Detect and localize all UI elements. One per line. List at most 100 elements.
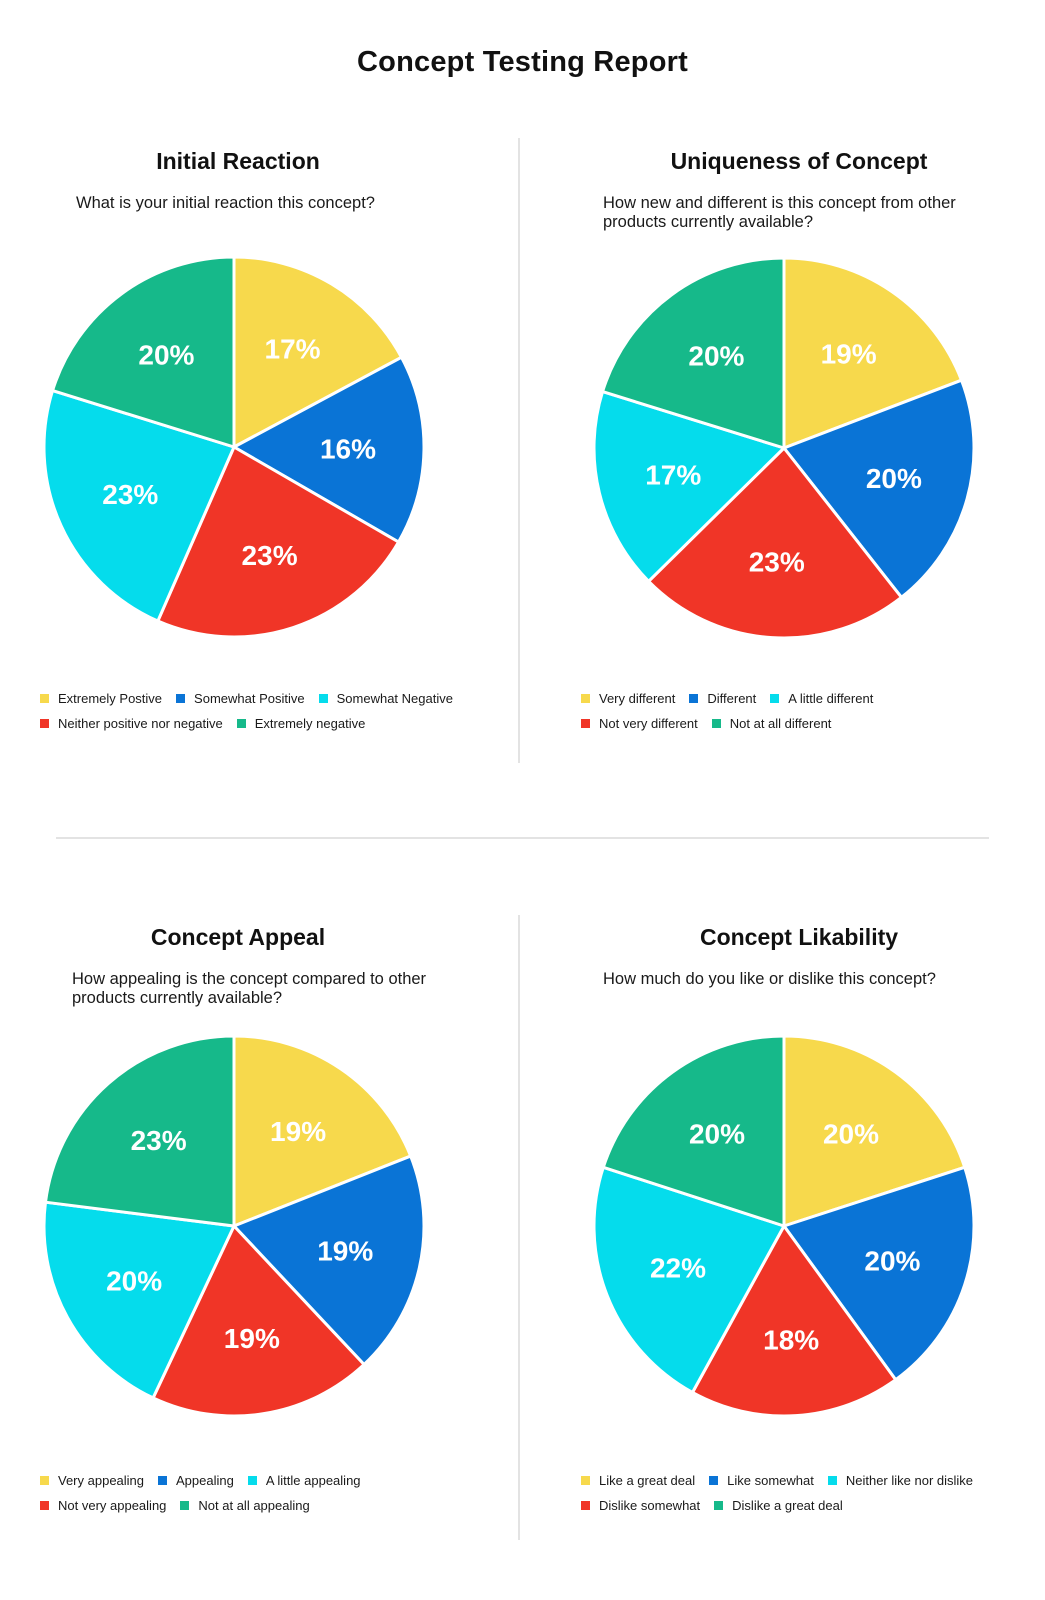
legend-item: Neither positive nor negative [40, 716, 223, 731]
legend-swatch [158, 1476, 168, 1485]
pie-slice [592, 390, 786, 583]
legend-label: Like a great deal [599, 1473, 696, 1488]
pie-slice-label: 20% [689, 1118, 745, 1149]
pie-slice-label: 20% [823, 1118, 879, 1149]
legend-label: Dislike a great deal [732, 1498, 843, 1513]
legend-label: Dislike somewhat [599, 1498, 701, 1513]
legend-label: Different [707, 691, 757, 706]
vertical-divider-bottom [518, 915, 520, 1540]
pie-chart-uniqueness: 19% 20% 23% 17% 20% [592, 256, 976, 640]
chart-legend-concept-appeal: Very appealing Appealing A little appealin… [40, 1468, 375, 1518]
legend-row: Not very different Not at all different [581, 711, 887, 736]
legend-row: Dislike somewhat Dislike a great deal [581, 1493, 987, 1518]
pie-slice [601, 1034, 786, 1228]
legend-item: Extremely Postive [40, 691, 162, 706]
pie-slice [232, 1034, 413, 1228]
legend-item: A little appealing [247, 1473, 361, 1488]
pie-slice-label: 20% [864, 1246, 920, 1277]
pie-slice-label: 20% [106, 1265, 162, 1296]
chart-question: How new and different is this concept fr… [603, 194, 956, 231]
legend-label: Extremely Postive [58, 691, 163, 706]
chart-question: What is your initial reaction this conce… [76, 194, 375, 212]
pie-slice-label: 17% [265, 334, 321, 365]
pie-slice-label: 17% [645, 459, 701, 490]
legend-swatch [40, 1476, 49, 1485]
chart-question: How much do you like or dislike this con… [603, 970, 936, 988]
pie-chart-concept-likability: 20% 20% 18% 22% 20% [592, 1034, 976, 1418]
legend-row: Not very appealing Not at all appealing [40, 1493, 375, 1518]
legend-item: Neither like nor dislike [827, 1473, 973, 1488]
pie-slice [782, 378, 976, 599]
legend-row: Extremely Postive Somewhat Positive Somewh… [40, 686, 467, 711]
legend-row: Very appealing Appealing A little appealin… [40, 1468, 375, 1493]
legend-label: Like somewhat [727, 1473, 814, 1488]
legend-label: Neither positive nor negative [58, 716, 223, 731]
legend-swatch [689, 694, 699, 703]
pie-slice [232, 1154, 426, 1367]
pie-slice [232, 355, 426, 544]
legend-item: Dislike a great deal [714, 1498, 843, 1513]
pie-slice [782, 256, 963, 450]
pie-slice-label: 20% [138, 340, 194, 371]
legend-item: Very appealing [40, 1473, 144, 1488]
pie-slice-label: 19% [270, 1116, 326, 1147]
legend-swatch [40, 719, 49, 728]
legend-item: Not at all different [711, 716, 831, 731]
pie-slice-label: 22% [650, 1252, 706, 1283]
pie-slice-label: 23% [242, 540, 298, 571]
chart-legend-initial-reaction: Extremely Postive Somewhat Positive Somewh… [40, 686, 467, 736]
pie-slice [647, 446, 903, 640]
pie-slice-label: 23% [131, 1125, 187, 1156]
pie-slice [42, 1200, 236, 1400]
legend-item: Very different [581, 691, 675, 706]
legend-item: Not at all appealing [180, 1498, 310, 1513]
legend-label: Appealing [176, 1473, 234, 1488]
pie-slice [43, 1034, 236, 1228]
chart-legend-concept-likability: Like a great deal Like somewhat Neither li… [581, 1468, 987, 1518]
chart-panel-uniqueness: Uniqueness of Concept How new and differ… [540, 148, 1020, 788]
legend-row: Like a great deal Like somewhat Neither li… [581, 1468, 987, 1493]
pie-slice-label: 23% [102, 479, 158, 510]
legend-item: Different [689, 691, 756, 706]
chart-panel-concept-appeal: Concept Appeal How appealing is the conc… [0, 924, 480, 1564]
pie-slice [592, 1165, 786, 1394]
pie-slice-label: 20% [688, 341, 744, 372]
legend-item: Dislike somewhat [581, 1498, 700, 1513]
legend-label: Somewhat Positive [194, 691, 305, 706]
report-title: Concept Testing Report [357, 46, 688, 78]
legend-swatch [318, 694, 328, 703]
legend-swatch [581, 719, 590, 728]
legend-swatch [709, 1476, 719, 1485]
pie-slice [151, 1224, 366, 1418]
legend-swatch [714, 1501, 724, 1510]
legend-swatch [176, 694, 186, 703]
pie-slice-label: 19% [821, 339, 877, 370]
legend-item: Like somewhat [709, 1473, 814, 1488]
pie-slice [156, 445, 401, 639]
legend-item: Somewhat Negative [318, 691, 453, 706]
chart-title: Concept Likability [699, 924, 899, 950]
horizontal-divider [56, 837, 989, 839]
legend-swatch [581, 1501, 590, 1510]
pie-chart-initial-reaction: 17% 16% 23% 23% 20% [42, 255, 426, 639]
chart-title: Concept Appeal [150, 924, 326, 950]
legend-item: Appealing [158, 1473, 234, 1488]
pie-slice-label: 19% [224, 1323, 280, 1354]
pie-slice [51, 255, 236, 449]
legend-item: Not very different [581, 716, 698, 731]
pie-slice [690, 1224, 898, 1418]
legend-label: Not very appealing [58, 1498, 167, 1513]
legend-label: Somewhat Negative [336, 691, 453, 706]
legend-swatch [40, 1501, 49, 1510]
legend-swatch [236, 719, 246, 728]
chart-question: How appealing is the concept compared to… [72, 970, 427, 1007]
pie-slice-label: 20% [866, 463, 922, 494]
legend-label: Very appealing [58, 1473, 145, 1488]
legend-item: Somewhat Positive [176, 691, 305, 706]
pie-slice-label: 16% [320, 433, 376, 464]
legend-label: Not very different [599, 716, 698, 731]
chart-title: Initial Reaction [156, 148, 320, 174]
legend-label: Very different [599, 691, 676, 706]
chart-legend-uniqueness: Very different Different A little differen… [581, 686, 887, 736]
legend-swatch [40, 694, 49, 703]
